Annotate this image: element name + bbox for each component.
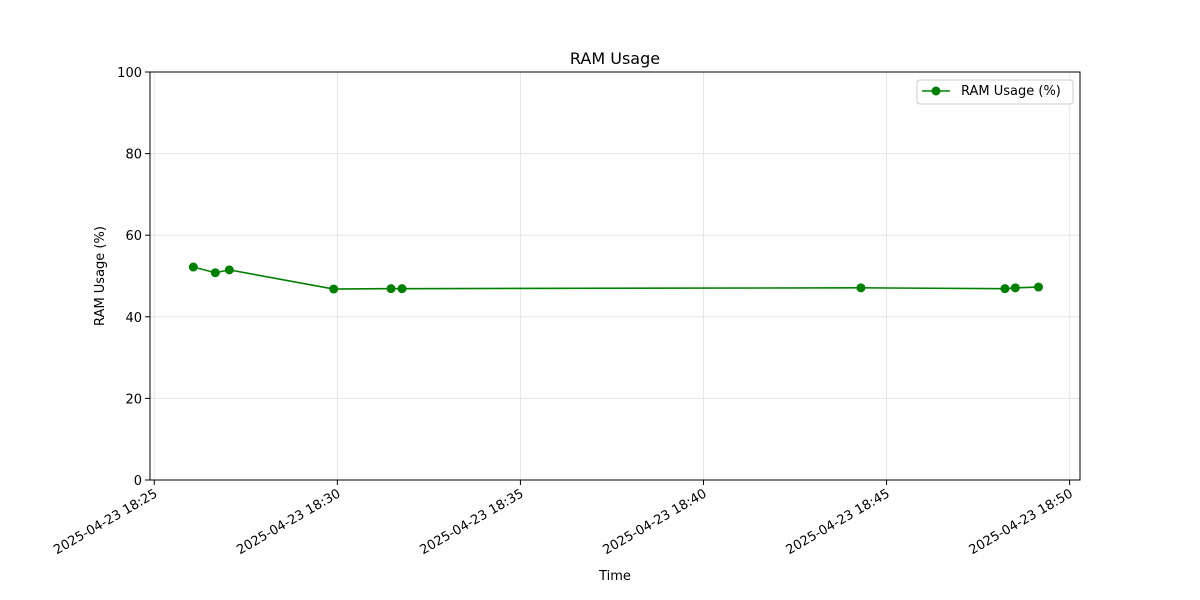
- legend-marker-swatch: [931, 86, 941, 96]
- series-line: [193, 266, 1039, 290]
- legend: RAM Usage (%): [916, 79, 1074, 105]
- legend-box: [916, 79, 1074, 105]
- data-point: [210, 268, 220, 278]
- chart-title: RAM Usage: [570, 49, 660, 68]
- y-axis-title: RAM Usage (%): [93, 226, 108, 326]
- grid-layer: [150, 71, 1080, 481]
- data-point: [1000, 284, 1010, 294]
- x-tick-label: 2025-04-23 18:40: [601, 486, 710, 558]
- tick-layer: 0 20 40 60 80 100 2025-04-23 18:25 2025-04-23 1…: [51, 66, 1075, 558]
- data-point: [397, 284, 407, 294]
- y-tick-label: 0: [134, 474, 142, 489]
- data-point: [856, 283, 866, 293]
- x-tick-label: 2025-04-23 18:45: [784, 486, 893, 558]
- data-point: [188, 262, 198, 272]
- y-tick-label: 20: [125, 392, 142, 407]
- plot-frame: [149, 71, 1081, 481]
- data-point: [224, 265, 234, 275]
- x-tick-label: 2025-04-23 18:30: [234, 486, 343, 558]
- y-tick-label: 40: [125, 311, 142, 326]
- y-tick-label: 60: [125, 229, 142, 244]
- y-tick-label: 100: [117, 66, 142, 81]
- x-tick-label: 2025-04-23 18:25: [51, 486, 160, 558]
- data-point: [1010, 283, 1020, 293]
- data-point: [386, 284, 396, 294]
- x-axis-title: Time: [598, 569, 631, 584]
- series-layer: [188, 262, 1044, 294]
- x-tick-label: 2025-04-23 18:50: [967, 486, 1076, 558]
- y-tick-label: 80: [125, 148, 142, 163]
- data-point: [1034, 282, 1044, 292]
- data-point: [329, 284, 339, 294]
- x-tick-label: 2025-04-23 18:35: [417, 486, 526, 558]
- legend-label: RAM Usage (%): [961, 84, 1061, 99]
